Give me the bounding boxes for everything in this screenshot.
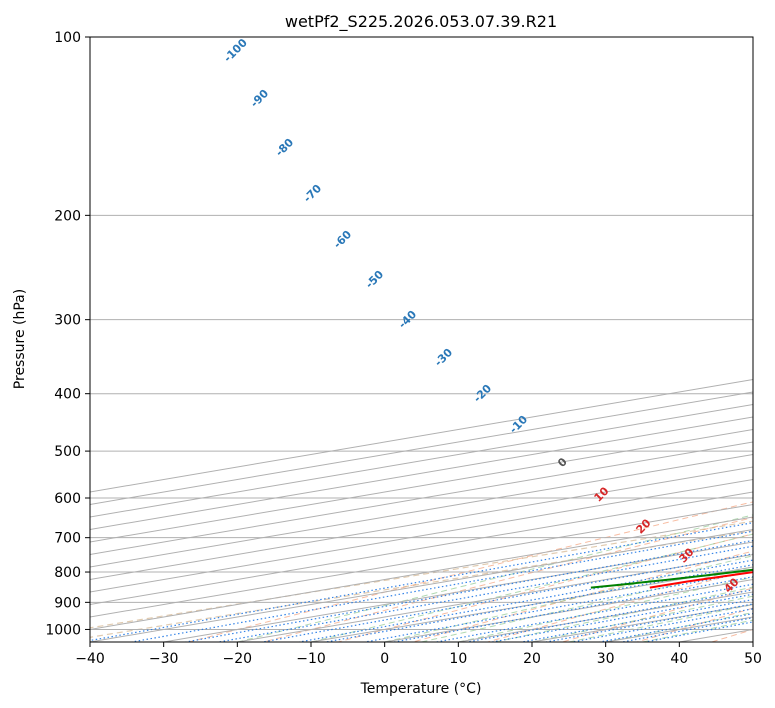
isotherm-label: 10 (592, 484, 612, 504)
x-axis-label: Temperature (°C) (360, 681, 482, 697)
mixing-ratio-line (492, 593, 753, 642)
isotherm-label: -80 (273, 136, 296, 159)
moist-adiabat (237, 514, 753, 642)
isotherm-line (90, 391, 753, 506)
x-tick-label: 40 (670, 651, 688, 667)
axes: −40 −30 −20 −10 0 10 20 30 40 5010020030040050060… (45, 30, 762, 667)
moist-adiabat (310, 533, 753, 642)
x-tick-label: −20 (223, 651, 253, 667)
isotherm-line (90, 528, 753, 642)
isotherm-label: -60 (331, 228, 354, 251)
mixing-ratio-line (394, 576, 753, 642)
chart-title: wetPf2_S225.2026.053.07.39.R21 (285, 12, 557, 32)
x-tick-label: 10 (449, 651, 467, 667)
dry-adiabat (711, 628, 753, 642)
isotherm-label: 40 (722, 575, 742, 595)
mixing-ratio-line (299, 559, 753, 642)
isentrope-curve (90, 520, 753, 629)
dry-adiabat (636, 607, 753, 642)
dry-adiabat (412, 550, 753, 642)
mixing-ratio-line (90, 522, 753, 642)
moist-adiabat (568, 604, 753, 642)
isotherm-line (90, 516, 753, 631)
moist-adiabat (421, 566, 753, 642)
isotherm-label: -50 (363, 268, 386, 291)
y-tick-label: 900 (54, 595, 81, 611)
plot-area: 0.10.20.40.611.52346810131620253036-100-… (90, 36, 753, 642)
y-tick-label: 300 (54, 313, 81, 329)
mixing-ratio-line (467, 589, 753, 642)
isotherm-line (90, 428, 753, 543)
dry-adiabat (188, 501, 753, 642)
isotherm-line (90, 466, 753, 581)
x-tick-label: 30 (597, 651, 615, 667)
x-tick-label: 0 (380, 651, 389, 667)
moist-adiabat (531, 595, 753, 642)
dry-adiabat (487, 568, 753, 642)
isotherm-label: -90 (248, 87, 271, 110)
isotherm-label: -10 (507, 413, 530, 436)
moist-adiabat (642, 619, 753, 642)
isotherm-line (90, 478, 753, 593)
mixing-ratio-line (521, 598, 753, 642)
y-tick-label: 500 (54, 444, 81, 460)
isotherm-label: -70 (301, 182, 324, 205)
y-tick-label: 400 (54, 387, 81, 403)
temperature-profile (649, 571, 753, 589)
isotherm-label: -20 (471, 382, 494, 405)
x-tick-label: −40 (75, 651, 105, 667)
plot-frame (89, 36, 754, 643)
isotherm-line (90, 403, 753, 518)
y-tick-label: 800 (54, 565, 81, 581)
dry-adiabat (263, 516, 753, 642)
mixing-ratio-line (572, 608, 753, 642)
isotherm-line (90, 491, 753, 606)
isotherm-line (90, 503, 753, 618)
moist-adiabat (384, 555, 753, 642)
isotherm-line (90, 378, 753, 493)
isotherm-line (310, 566, 753, 642)
isentrope-curve (90, 530, 753, 638)
isotherm-line (531, 603, 753, 642)
moist-adiabat (495, 586, 753, 642)
isotherm-label: 0 (555, 455, 570, 470)
y-axis-label: Pressure (hPa) (12, 289, 28, 389)
isotherm-line (752, 641, 753, 642)
isotherm-label: 20 (634, 516, 654, 536)
mixing-ratio-line (218, 545, 753, 642)
mixing-ratio-line (622, 617, 753, 642)
dry-adiabat (562, 587, 753, 642)
y-tick-label: 200 (54, 208, 81, 224)
y-tick-label: 600 (54, 491, 81, 507)
isotherm-line (90, 416, 753, 531)
y-tick-label: 100 (54, 30, 81, 46)
isotherm-label: -30 (432, 346, 455, 369)
y-tick-label: 700 (54, 531, 81, 547)
mixing-ratio-line (185, 539, 753, 642)
y-tick-label: 1000 (45, 622, 81, 638)
isotherm-line (90, 453, 753, 568)
isotherm-label: -40 (396, 308, 419, 331)
isotherm-line (237, 553, 753, 642)
x-tick-label: 20 (523, 651, 541, 667)
isotherm-line (384, 578, 753, 642)
isotherm-line (90, 441, 753, 556)
x-tick-label: −10 (296, 651, 326, 667)
isotherm-label: -100 (221, 36, 250, 65)
x-tick-label: −30 (149, 651, 179, 667)
x-tick-label: 50 (744, 651, 762, 667)
